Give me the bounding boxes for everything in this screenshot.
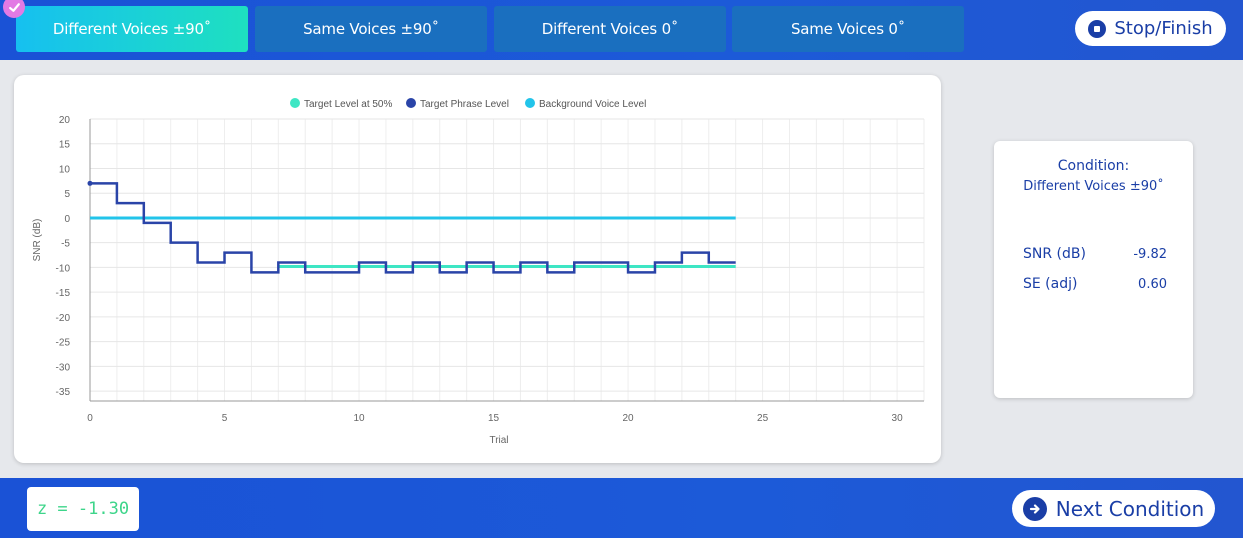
legend-label: Target Phrase Level [420, 99, 509, 110]
y-tick-label: 0 [64, 214, 70, 225]
y-tick-label: 15 [59, 140, 71, 151]
y-tick-label: 10 [59, 164, 71, 175]
y-tick-label: -25 [56, 338, 71, 349]
legend-marker [525, 98, 535, 108]
condition-value: Different Voices ±90˚ [1023, 179, 1164, 194]
x-tick-label: 30 [892, 413, 904, 424]
next-label: Next Condition [1055, 496, 1205, 521]
y-tick-label: -35 [56, 387, 71, 398]
top-bar: Different Voices ±90˚ Same Voices ±90˚ D… [0, 0, 1243, 60]
legend-marker [290, 98, 300, 108]
y-tick-label: -30 [56, 362, 71, 373]
se-label: SE (adj) [1023, 276, 1078, 292]
y-tick-label: -10 [56, 263, 71, 274]
snr-value: -9.82 [1133, 247, 1167, 262]
condition-info-card: Condition: Different Voices ±90˚ SNR (dB… [994, 141, 1193, 398]
tab-different-voices-0[interactable]: Different Voices 0˚ [494, 6, 726, 52]
tab-label: Different Voices ±90˚ [52, 20, 212, 38]
tab-same-voices-0[interactable]: Same Voices 0˚ [732, 6, 964, 52]
y-tick-label: -20 [56, 313, 71, 324]
stop-finish-button[interactable]: Stop/Finish [1075, 11, 1226, 46]
condition-label: Condition: [1057, 158, 1130, 174]
legend-label: Target Level at 50% [304, 99, 392, 110]
x-tick-label: 25 [757, 413, 769, 424]
snr-label: SNR (dB) [1023, 246, 1086, 262]
y-tick-label: 20 [59, 115, 71, 126]
z-score-badge: z = -1.30 [27, 487, 139, 531]
x-axis-label: Trial [489, 435, 508, 446]
snr-chart: 20 15 10 5 0 -5 -10 -15 -20 -25 -30 -35 0 5 10 15 20 25 30… [32, 98, 925, 446]
next-condition-button[interactable]: Next Condition [1012, 490, 1215, 527]
legend-marker [406, 98, 416, 108]
arrow-right-circle-icon [1022, 496, 1047, 521]
tab-same-voices-90[interactable]: Same Voices ±90˚ [255, 6, 487, 52]
x-tick-label: 20 [623, 413, 635, 424]
x-tick-label: 15 [488, 413, 500, 424]
chart-card: 20 15 10 5 0 -5 -10 -15 -20 -25 -30 -35 0 5 10 15 20 25 30… [14, 75, 941, 463]
y-tick-label: 5 [64, 189, 70, 200]
y-tick-label: -5 [61, 239, 70, 250]
tab-label: Same Voices ±90˚ [303, 20, 439, 38]
x-tick-label: 0 [87, 413, 93, 424]
series-line-1 [90, 182, 736, 274]
data-point [87, 180, 93, 186]
tab-label: Different Voices 0˚ [541, 20, 679, 38]
y-axis-label: SNR (dB) [32, 219, 43, 262]
x-tick-label: 5 [222, 413, 228, 424]
tab-different-voices-90[interactable]: Different Voices ±90˚ [16, 6, 248, 52]
tab-label: Same Voices 0˚ [790, 20, 906, 38]
stop-label: Stop/Finish [1114, 18, 1213, 39]
se-value: 0.60 [1138, 277, 1167, 292]
y-tick-label: -15 [56, 288, 71, 299]
stop-icon [1088, 19, 1107, 38]
completed-check-icon [3, 0, 25, 18]
x-tick-label: 10 [353, 413, 365, 424]
bottom-bar: z = -1.30 Next Condition [0, 478, 1243, 538]
legend-label: Background Voice Level [539, 99, 646, 110]
